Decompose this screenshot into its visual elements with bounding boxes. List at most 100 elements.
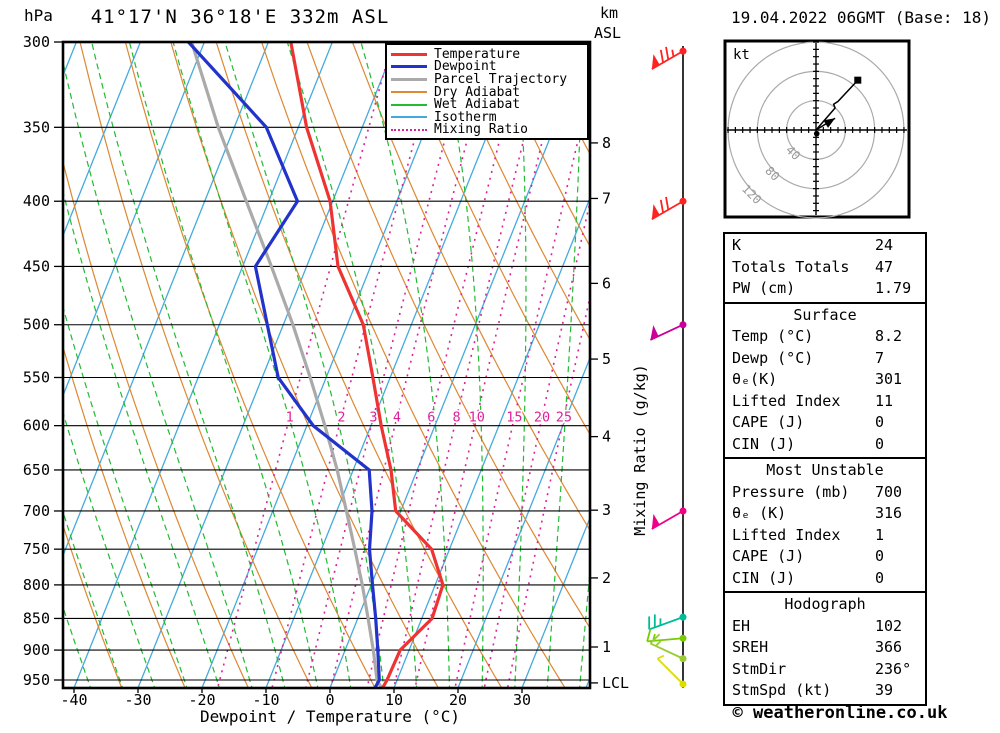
temp-tick-label: -20 [188,691,215,709]
legend-item-label: Dewpoint [434,59,497,75]
table-row-label: CIN (J) [732,568,796,587]
surface-table: Surface Temp (°C) 8.2 Dewp (°C) 7 θₑ(K) 301 Lif… [723,301,927,459]
table-row: θₑ (K) 316 [725,503,925,525]
table-row: Totals Totals 47 [725,257,925,279]
sounding-profiles [187,43,445,687]
table-row-label: CAPE (J) [732,413,805,431]
table-row: Temp (°C) 8.2 [725,326,925,348]
table-row-value: 24 [875,236,894,254]
legend-item: Wet Adiabat [391,97,587,113]
footer-credit: © weatheronline.co.uk [732,703,948,723]
temp-tick-label: 30 [513,691,531,709]
km-tick-label: 4 [602,428,611,446]
pressure-tick-label: 900 [23,641,50,659]
table-row-label: θₑ(K) [732,370,778,388]
legend: Temperature Dewpoint Parcel Trajectory Dry … [385,43,589,141]
parcel-trajectory-line [190,43,384,687]
lcl-label: LCL [602,674,629,692]
pressure-tick-label: 450 [23,257,50,275]
km-tick-label: 2 [602,569,611,587]
table-row-value: 8.2 [875,327,903,345]
table-row: Lifted Index 1 [725,525,925,547]
pressure-axis-unit-label: hPa [24,6,53,25]
mixing-ratio-label: 20 [534,409,550,425]
hodograph-stats-table: Hodograph EH 102 SREH 366 StmDir 236° StmSpd (k… [723,591,927,706]
wind-barb [651,46,687,70]
legend-item-label: Wet Adiabat [434,97,521,113]
legend-item-label: Isotherm [434,109,497,125]
table-row-value: 7 [875,348,885,367]
table-title: Surface [793,305,857,324]
mixing-ratio-axis-caption: Mixing Ratio (g/kg) [631,364,649,536]
table-row: CAPE (J) 0 [725,412,925,434]
legend-item: Temperature [391,47,587,62]
pressure-tick-label: 500 [23,316,50,334]
legend-line-sample [391,116,427,119]
table-row-value: 1.79 [875,279,912,297]
station-title: 41°17'N 36°18'E 332m ASL [90,6,390,28]
pressure-tick-label: 750 [23,540,50,558]
table-row-value: 102 [875,616,903,635]
temp-tick-label: -30 [124,691,151,709]
asl-axis-label: ASL [594,24,622,42]
table-row-label: Temp (°C) [732,327,814,345]
km-axis-label: km [600,4,619,22]
legend-line-sample [391,65,427,69]
pressure-tick-label: 850 [23,609,50,627]
table-row-value: 700 [875,482,903,501]
temp-axis-caption: Dewpoint / Temperature (°C) [199,707,461,726]
legend-line-sample [391,103,427,106]
table-row: Lifted Index 11 [725,391,925,413]
table-row-value: 301 [875,370,903,388]
km-tick-label: 3 [602,501,611,519]
most-unstable-table: Most Unstable Pressure (mb) 700 θₑ (K) 316 Li… [723,457,927,593]
km-tick-label: 8 [602,134,611,152]
legend-item-label: Parcel Trajectory [434,71,568,87]
pressure-tick-label: 400 [23,192,50,210]
pressure-tick-label: 800 [23,576,50,594]
wind-barb [651,507,687,530]
table-row-label: StmSpd (kt) [732,681,832,699]
legend-item-label: Mixing Ratio [434,122,528,138]
table-row-label: Lifted Index [732,525,841,544]
mixing-ratio-label: 2 [337,409,345,425]
legend-item: Isotherm [391,109,587,125]
table-title: Hodograph [784,595,866,613]
table-title: Most Unstable [766,461,884,479]
wind-barb [649,321,687,341]
km-tick-label: 1 [602,638,611,656]
wind-barb [649,633,687,663]
temp-tick-label: -10 [252,691,279,709]
table-row-value: 47 [875,257,894,276]
table-row-label: EH [732,616,751,635]
table-row-label: Dewp (°C) [732,348,814,367]
table-row-value: 0 [875,434,885,453]
table-row-label: Totals Totals [732,257,850,276]
table-row-value: 0 [875,568,885,587]
legend-line-sample [391,91,427,94]
hodograph-unit-label: kt [733,47,750,63]
table-row: PW (cm) 1.79 [725,278,925,300]
table-row-label: SREH [732,638,769,656]
pressure-tick-label: 300 [23,33,50,51]
indices-table: K 24 Totals Totals 47 PW (cm) 1.79 [723,232,927,304]
hodograph-trace-end-dot [854,76,862,84]
legend-item: Dewpoint [391,59,587,75]
table-row-label: K [732,236,742,254]
table-row-label: PW (cm) [732,279,796,297]
table-row: CAPE (J) 0 [725,546,925,568]
table-row-value: 1 [875,525,885,544]
table-row-label: θₑ (K) [732,504,787,522]
table-row-label: CIN (J) [732,434,796,453]
pressure-tick-label: 950 [23,671,50,689]
table-row: StmDir 236° [725,659,925,681]
table-row-value: 11 [875,391,894,410]
table-row-value: 316 [875,504,903,522]
km-tick-label: 6 [602,274,611,292]
temp-tick-label: 10 [385,691,403,709]
hodograph-surface-dot [813,130,820,137]
wind-barb [656,654,687,688]
table-row-value: 0 [875,547,885,565]
mixing-ratio-label: 25 [556,409,572,425]
